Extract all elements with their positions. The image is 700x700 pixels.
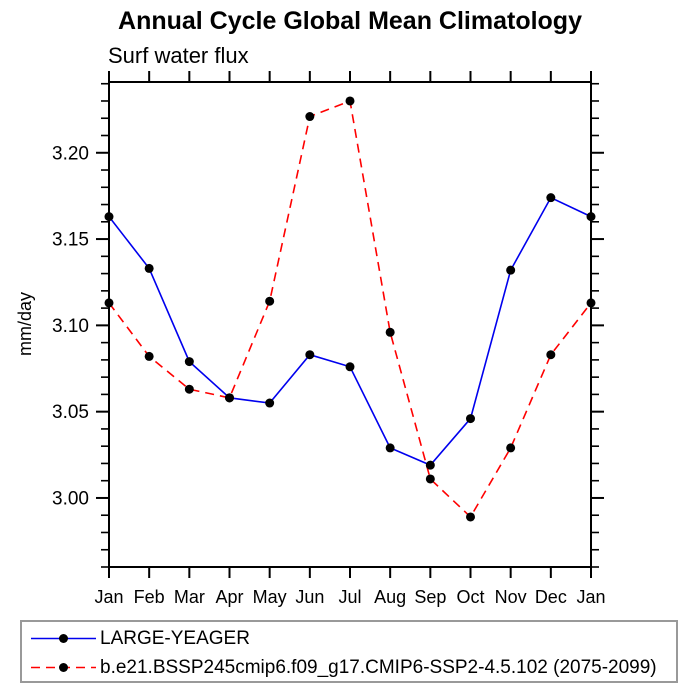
data-point-marker [425, 460, 435, 470]
chart-title: Annual Cycle Global Mean Climatology [118, 7, 582, 35]
data-point-marker [425, 474, 435, 484]
x-tick-label: Jun [295, 587, 324, 607]
y-tick-label: 3.00 [52, 488, 89, 509]
data-point-marker [184, 384, 194, 394]
data-point-marker [546, 193, 556, 203]
data-point-marker [144, 351, 154, 361]
x-tick-label: Nov [495, 587, 527, 607]
legend-box: LARGE-YEAGER b.e21.BSSP245cmip6.f09_g17.C… [20, 620, 678, 683]
x-tick-label: Oct [456, 587, 484, 607]
legend-label: LARGE-YEAGER [100, 627, 250, 649]
data-point-marker [345, 96, 355, 106]
data-point-marker [506, 265, 516, 275]
data-point-marker [305, 112, 315, 122]
plot-frame [108, 81, 592, 568]
data-point-marker [546, 350, 556, 360]
x-tick-label: Aug [374, 587, 406, 607]
x-tick-label: Feb [134, 587, 165, 607]
x-tick-label: Apr [215, 587, 243, 607]
data-point-marker [225, 393, 234, 403]
x-tick-label: Dec [535, 587, 567, 607]
legend-line-sample-icon [31, 633, 96, 643]
x-tick-label: Sep [414, 587, 446, 607]
data-point-marker [265, 296, 275, 306]
y-tick-label: 3.20 [52, 143, 89, 164]
data-point-marker [184, 357, 194, 367]
legend-item-0: LARGE-YEAGER [30, 624, 676, 653]
x-tick-label: May [253, 587, 287, 607]
y-tick-label: 3.15 [52, 230, 89, 251]
data-point-marker [265, 398, 275, 408]
data-point-marker [385, 327, 395, 337]
x-tick-label: Jul [338, 587, 361, 607]
chart-subtitle: Surf water flux [108, 43, 249, 68]
series-line-1 [108, 99, 592, 519]
x-tick-label: Jan [576, 587, 605, 607]
plot-area: 3.00 3.05 3.10 3.15 3.20 Jan Feb Mar Apr May Jun Ju… [15, 71, 606, 607]
data-point-marker [144, 263, 154, 273]
data-point-marker [104, 212, 114, 222]
series-line-0 [108, 196, 592, 467]
data-point-marker [104, 298, 114, 308]
data-point-marker [466, 414, 475, 424]
y-tick-label: 3.05 [52, 402, 89, 423]
data-point-marker [345, 362, 355, 372]
x-tick-label: Jan [94, 587, 123, 607]
data-point-marker [586, 298, 596, 308]
data-point-marker [305, 350, 315, 360]
legend-item-1: b.e21.BSSP245cmip6.f09_g17.CMIP6-SSP2-4.… [30, 653, 676, 682]
data-point-marker [506, 443, 516, 453]
y-tick-label: 3.10 [52, 316, 89, 337]
data-point-marker [466, 512, 475, 522]
legend-line-sample-icon [31, 662, 96, 672]
legend-label: b.e21.BSSP245cmip6.f09_g17.CMIP6-SSP2-4.… [100, 656, 657, 678]
x-tick-label: Mar [174, 587, 205, 607]
data-point-marker [586, 212, 596, 222]
data-point-marker [385, 443, 395, 453]
y-axis-label: mm/day [15, 292, 35, 356]
